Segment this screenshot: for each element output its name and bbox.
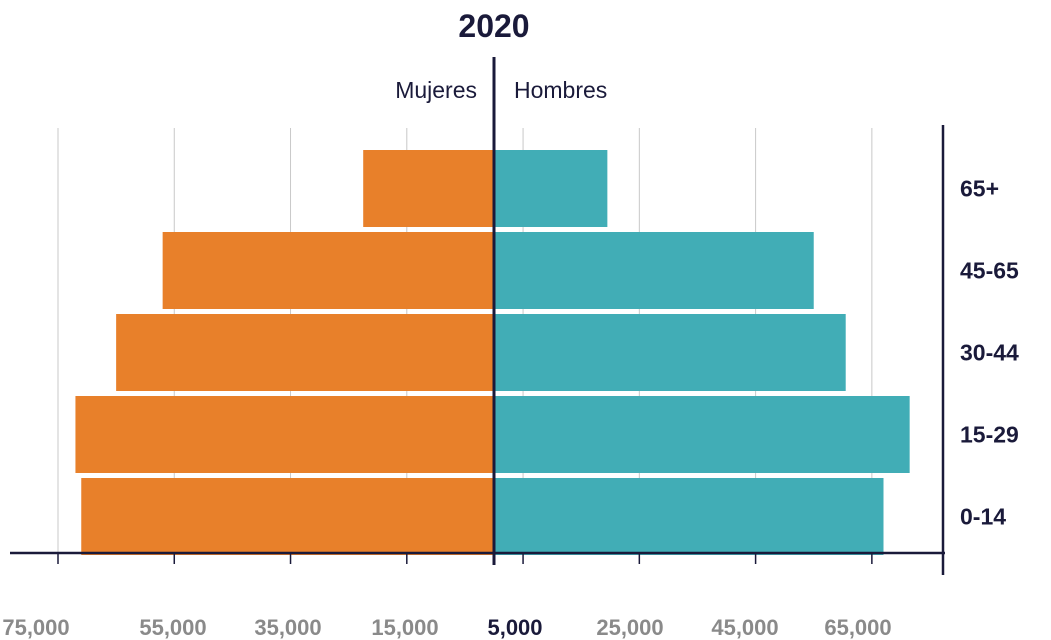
x-tick-label-5: 25,000 [596, 615, 663, 640]
bar-hombres-65+ [494, 150, 608, 227]
bar-hombres-15-29 [494, 396, 910, 473]
category-label-15-29: 15-29 [960, 422, 1019, 448]
x-tick-label-4: 5,000 [487, 615, 542, 640]
bar-mujeres-30-44 [116, 314, 494, 391]
bar-mujeres-65+ [363, 150, 494, 227]
category-label-0-14: 0-14 [960, 504, 1006, 530]
x-tick-label-3: 15,000 [371, 615, 438, 640]
x-tick-label-2: 35,000 [254, 615, 321, 640]
bars [75, 150, 910, 555]
axes [10, 57, 945, 575]
chart-title: 2020 [458, 8, 529, 44]
legend-hombres: Hombres [514, 77, 607, 103]
bar-hombres-0-14 [494, 478, 884, 555]
legend-mujeres: Mujeres [395, 77, 477, 103]
category-labels: 0-14 15-29 30-44 45-65 65+ [960, 176, 1019, 530]
x-tick-label-1: 55,000 [139, 615, 206, 640]
category-label-65+: 65+ [960, 176, 999, 202]
x-tick-label-7: 65,000 [824, 615, 891, 640]
category-label-30-44: 30-44 [960, 340, 1019, 366]
bar-hombres-45-65 [494, 232, 814, 309]
bar-mujeres-15-29 [75, 396, 494, 473]
category-label-45-65: 45-65 [960, 258, 1019, 284]
bar-mujeres-45-65 [162, 232, 494, 309]
x-tick-labels: 75,000 55,000 35,000 15,000 5,000 25,000 45,00… [2, 615, 891, 640]
x-tick-label-0: 75,000 [2, 615, 69, 640]
x-tick-label-6: 45,000 [711, 615, 778, 640]
bar-hombres-30-44 [494, 314, 846, 391]
bar-mujeres-0-14 [81, 478, 495, 555]
